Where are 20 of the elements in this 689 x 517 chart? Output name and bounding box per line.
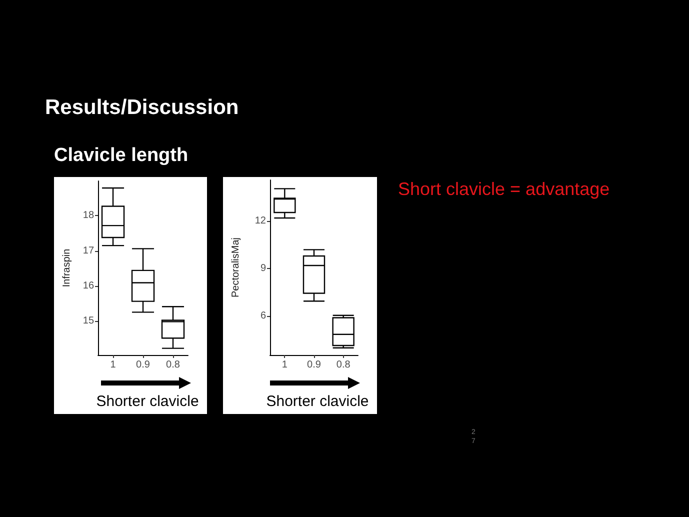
chart-title: Results/Discussion [45,96,239,120]
x-tick-label: 0.9 [136,360,150,370]
text: Short clavicle = advantage [398,179,610,200]
x-axis-title: Shorter clavicle [266,393,369,410]
chart-subtitle: Clavicle length [54,145,188,167]
x-tick-label: 0.8 [336,360,351,370]
y-tick-label: 15 [82,315,94,326]
x-tick-label: 0.9 [307,360,322,370]
x-tick-label: 1 [110,360,116,370]
y-tick-label: 12 [254,216,266,227]
y-tick-label: 9 [260,263,266,274]
x-axis-title: Shorter clavicle [96,393,199,410]
x-tick-label: 1 [282,360,288,370]
y-axis-title: Infraspin [62,248,72,288]
x-tick-label: 0.8 [166,360,180,370]
y-tick-label: 16 [82,280,94,292]
y-tick-label: 17 [82,245,94,256]
y-axis-title: PectoralisMaj [230,237,242,298]
y-tick-label: 18 [82,210,94,222]
y-tick-label: 6 [260,310,266,322]
